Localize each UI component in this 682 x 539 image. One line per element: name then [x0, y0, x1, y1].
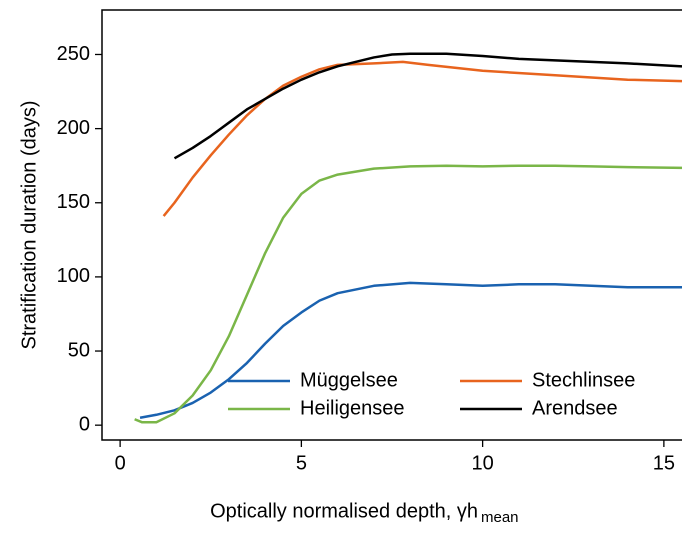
- y-tick-label: 50: [68, 339, 90, 361]
- plot-area: [134, 52, 682, 424]
- series-line: [162, 60, 682, 217]
- x-tick-label: 0: [115, 452, 126, 474]
- legend-label: Stechlinsee: [532, 369, 635, 391]
- series-line: [173, 52, 682, 160]
- x-tick-label: 15: [653, 452, 675, 474]
- x-axis-label-subscript: mean: [481, 509, 519, 526]
- y-axis-label: Stratification duration (days): [18, 100, 40, 349]
- legend-label: Müggelsee: [300, 369, 398, 391]
- y-tick-label: 0: [79, 413, 90, 435]
- y-tick-label: 250: [57, 43, 90, 65]
- x-axis-label: Optically normalised depth, γh: [210, 500, 478, 522]
- y-tick-label: 200: [57, 117, 90, 139]
- legend-label: Arendsee: [532, 397, 618, 419]
- plot-frame: [101, 9, 682, 441]
- y-tick-label: 100: [57, 265, 90, 287]
- x-tick-label: 10: [472, 452, 494, 474]
- legend-label: Heiligensee: [300, 397, 405, 419]
- y-tick-label: 150: [57, 191, 90, 213]
- series-line: [134, 164, 682, 424]
- series-line: [139, 281, 682, 419]
- x-tick-label: 5: [296, 452, 307, 474]
